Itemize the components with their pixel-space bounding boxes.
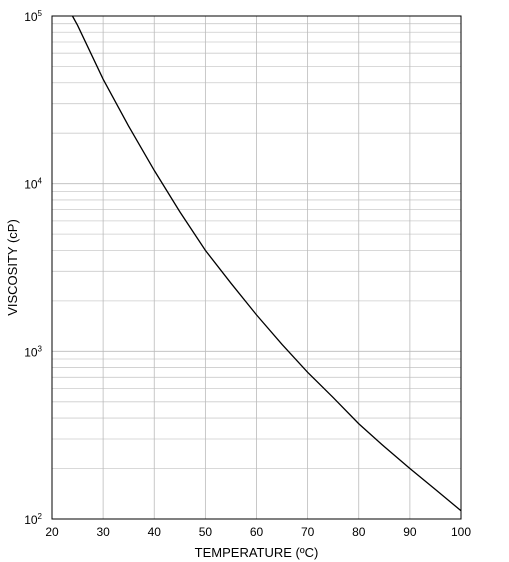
x-tick-label: 60 <box>250 525 264 539</box>
y-tick-label: 104 <box>24 177 42 192</box>
major-grid <box>51 15 462 520</box>
x-tick-label: 50 <box>199 525 213 539</box>
x-tick-label: 80 <box>352 525 366 539</box>
x-tick-label: 70 <box>301 525 315 539</box>
y-axis-label: VISCOSITY (cP) <box>5 219 20 316</box>
y-tick-label: 102 <box>24 512 42 527</box>
plot-frame <box>51 15 462 520</box>
y-tick-label: 103 <box>24 344 42 359</box>
x-tick-label: 90 <box>403 525 417 539</box>
x-tick-label: 40 <box>148 525 162 539</box>
x-tick-label: 100 <box>451 525 471 539</box>
viscosity-curve <box>71 15 462 512</box>
x-tick-labels: 20 30 40 50 60 70 80 90 100 <box>45 525 471 539</box>
y-tick-labels: 102 103 104 105 <box>24 9 42 527</box>
x-tick-label: 20 <box>45 525 59 539</box>
x-axis-label: TEMPERATURE (ºC) <box>195 545 319 560</box>
x-tick-label: 30 <box>96 525 110 539</box>
y-tick-label: 105 <box>24 9 42 24</box>
